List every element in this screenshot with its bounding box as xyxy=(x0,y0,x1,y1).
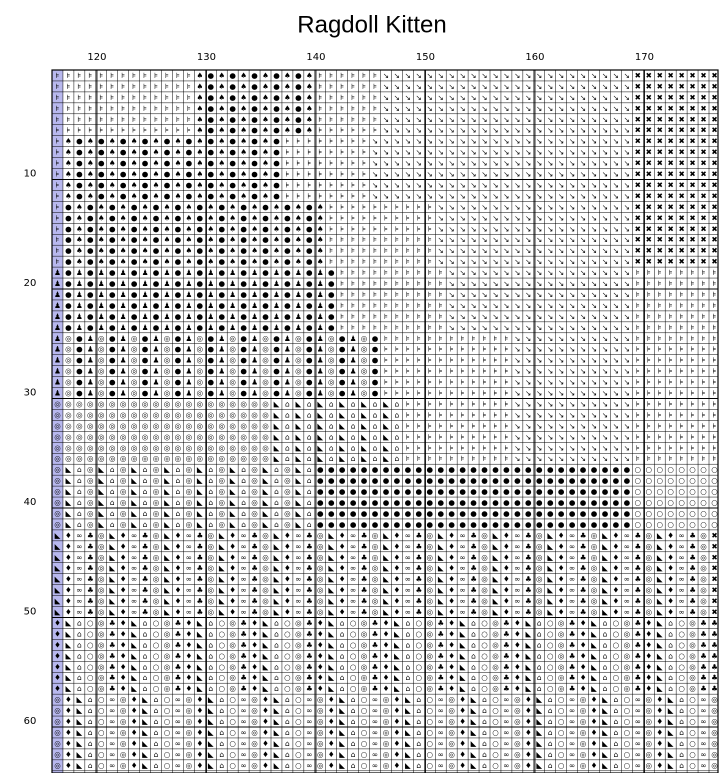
cell-row: ⊧♠●♠●♠●♠●♠●♠●♠●♠●♠●♠●⊧⊧⊧⊧⊧⊧⊧⊧↘↘↘↘↘↘↘↘↘↘↘… xyxy=(56,148,718,157)
cell-row: ⊧●♠●♠●♠●♠●♠●♠●♠●♠●♠●♠●♠●♠⊧⊧⊧⊧⊧⊧⊧⊧⊧⊧↘↘↘↘↘… xyxy=(56,235,718,244)
cell-row: ♦◣⌂○◎♣♦◣⌂○◎♣♦◣⌂○◎♣♦◣⌂○◎♣♦◣⌂○◎♣♦◣⌂○◎♣♦◣⌂○… xyxy=(54,684,718,693)
cell-row: ◣♦∞♣◎◣♦∞♣◎◣♦∞♣◎◣♦∞♣◎◣♦∞♣◎◣♦∞♣◎◣♦∞♣◎◣♦∞♣◎… xyxy=(55,542,718,551)
cell-row: ◎◣⌂◎◣⌂◎◣⌂◎◣⌂◎◣⌂◎◣⌂◎◣⌂◎◣⌂●●●●●●●●●●●●●●●●… xyxy=(54,465,718,474)
cell-row: ◎♦◣⌂○∞◎♦◣⌂○∞◎♦◣⌂○∞◎♦◣⌂○∞◎♦◣⌂○∞◎♦◣⌂○∞◎♦◣⌂… xyxy=(54,717,718,726)
cell-row: ⊧♠●♠●♠●♠●♠●♠●♠●♠●♠●♠●⊧⊧⊧⊧⊧⊧⊧⊧↘↘↘↘↘↘↘↘↘↘↘… xyxy=(56,180,718,189)
cell-row: ♟◎●♟◎●♟◎●♟◎●♟◎●♟◎●♟◎●♟◎●♟◎●♟◎●⊧⊧⊧⊧⊧⊧⊧⊧⊧⊧… xyxy=(54,367,716,376)
cell-row: ⊧●♠●♠●♠●♠●♠●♠●♠●♠●♠●♠●♠●♠⊧⊧⊧⊧⊧⊧⊧⊧⊧⊧↘↘↘↘↘… xyxy=(56,202,718,211)
cell-row: ⊧●♠●♠●♠●♠●♠●♠●♠●♠●♠●♠●♠●♠⊧⊧⊧⊧⊧⊧⊧⊧⊧⊧↘↘↘↘↘… xyxy=(56,213,718,222)
cell-row: ⊧●♠●♠●♠●♠●♠●♠●♠●♠●♠●♠●♠●♠⊧⊧⊧⊧⊧⊧⊧⊧⊧⊧↘↘↘↘↘… xyxy=(56,257,718,266)
cell-row: ♟◎●♟◎●♟◎●♟◎●♟◎●♟◎●♟◎●♟◎●♟◎●♟◎●⊧⊧⊧⊧⊧⊧⊧⊧⊧⊧… xyxy=(54,389,716,398)
grid-border xyxy=(51,69,719,773)
cell-row: ♟●♟●♟●♟●♟●♟●♟●♟●♟●♟●♟●♟●♟●⊧⊧⊧⊧⊧⊧⊧⊧⊧⊧↘↘↘↘… xyxy=(54,290,716,299)
cell-row: ◎◣⌂◎◣⌂◎◣⌂◎◣⌂◎◣⌂◎◣⌂◎◣⌂◎◣⌂●●●●●●●●●●●●●●●●… xyxy=(54,520,718,529)
column-label: 130 xyxy=(197,52,216,63)
cell-row: ◎◣⌂◎◣⌂◎◣⌂◎◣⌂◎◣⌂◎◣⌂◎◣⌂◎◣⌂●●●●●●●●●●●●●●●●… xyxy=(54,498,718,507)
cell-row: ◣♦∞♣◎◣♦∞♣◎◣♦∞♣◎◣♦∞♣◎◣♦∞♣◎◣♦∞♣◎◣♦∞♣◎◣♦∞♣◎… xyxy=(55,597,718,606)
cell-row: ♟●♟●♟●♟●♟●♟●♟●♟●♟●♟●♟●♟●♟●⊧⊧⊧⊧⊧⊧⊧⊧⊧⊧↘↘↘↘… xyxy=(54,301,716,310)
column-label: 160 xyxy=(525,52,544,63)
cell-row: ◎♦◣⌂○∞◎♦◣⌂○∞◎♦◣⌂○∞◎♦◣⌂○∞◎♦◣⌂○∞◎♦◣⌂○∞◎♦◣⌂… xyxy=(54,739,718,748)
row-label: 20 xyxy=(24,278,37,289)
title: Ragdoll Kitten xyxy=(297,11,446,38)
cell-row: ⊧⊧⊧⊧⊧⊧⊧⊧⊧⊧⊧⊧⊧♠●♠●♠●♠●♠●♠⊧⊧⊧⊧⊧⊧↘↘↘↘↘↘↘↘↘↘… xyxy=(56,82,718,91)
cell-row: ◎◣⌂◎◣⌂◎◣⌂◎◣⌂◎◣⌂◎◣⌂◎◣⌂◎◣⌂●●●●●●●●●●●●●●●●… xyxy=(54,487,718,496)
cell-row: ◎◣⌂◎◣⌂◎◣⌂◎◣⌂◎◣⌂◎◣⌂◎◣⌂◎◣⌂●●●●●●●●●●●●●●●●… xyxy=(54,509,718,518)
cell-row: ⊧♠●♠●♠●♠●♠●♠●♠●♠●♠●♠●⊧⊧⊧⊧⊧⊧⊧⊧↘↘↘↘↘↘↘↘↘↘↘… xyxy=(56,191,718,200)
cell-row: ♟◎●♟◎●♟◎●♟◎●♟◎●♟◎●♟◎●♟◎●♟◎●♟◎●⊧⊧⊧⊧⊧⊧⊧⊧⊧⊧… xyxy=(54,378,716,387)
cell-row: ⊧⊧⊧⊧⊧⊧⊧⊧⊧⊧⊧⊧⊧♠●♠●♠●♠●♠●♠⊧⊧⊧⊧⊧⊧↘↘↘↘↘↘↘↘↘↘… xyxy=(56,104,718,113)
column-label: 140 xyxy=(306,52,325,63)
cell-row: ♟●♟●♟●♟●♟●♟●♟●♟●♟●♟●♟●♟●♟●⊧⊧⊧⊧⊧⊧⊧⊧⊧⊧↘↘↘↘… xyxy=(54,323,716,332)
cell-row: ◎◎◎◎◎◎◎◎◎◎◎◎◎◎◎◎◎◎◎◎◣⌂◣⌂◣⌂◣⌂◣⌂◣⌂⊧⊧⊧⊧⊧⊧⊧⊧… xyxy=(54,399,716,408)
cell-row: ◣♦∞♣◎◣♦∞♣◎◣♦∞♣◎◣♦∞♣◎◣♦∞♣◎◣♦∞♣◎◣♦∞♣◎◣♦∞♣◎… xyxy=(55,586,718,595)
cell-row: ⊧♠●♠●♠●♠●♠●♠●♠●♠●♠●♠●⊧⊧⊧⊧⊧⊧⊧⊧↘↘↘↘↘↘↘↘↘↘↘… xyxy=(56,137,718,146)
cell-row: ◎♦◣⌂○∞◎♦◣⌂○∞◎♦◣⌂○∞◎♦◣⌂○∞◎♦◣⌂○∞◎♦◣⌂○∞◎♦◣⌂… xyxy=(54,761,718,770)
cell-row: ♦◣⌂○◎♣♦◣⌂○◎♣♦◣⌂○◎♣♦◣⌂○◎♣♦◣⌂○◎♣♦◣⌂○◎♣♦◣⌂○… xyxy=(54,618,718,627)
column-label: 170 xyxy=(635,52,654,63)
cell-row: ⊧⊧⊧⊧⊧⊧⊧⊧⊧⊧⊧⊧⊧♠●♠●♠●♠●♠●♠⊧⊧⊧⊧⊧⊧↘↘↘↘↘↘↘↘↘↘… xyxy=(56,93,718,102)
cell-row: ◎♦◣⌂○∞◎♦◣⌂○∞◎♦◣⌂○∞◎♦◣⌂○∞◎♦◣⌂○∞◎♦◣⌂○∞◎♦◣⌂… xyxy=(54,728,718,737)
cell-row: ◎◎◎◎◎◎◎◎◎◎◎◎◎◎◎◎◎◎◎◎◣⌂◣⌂◣⌂◣⌂◣⌂◣⌂⊧⊧⊧⊧⊧⊧⊧⊧… xyxy=(54,410,716,419)
cell-row: ◎◎◎◎◎◎◎◎◎◎◎◎◎◎◎◎◎◎◎◎◣⌂◣⌂◣⌂◣⌂◣⌂◣⌂⊧⊧⊧⊧⊧⊧⊧⊧… xyxy=(54,421,716,430)
cell-row: ⊧♠●♠●♠●♠●♠●♠●♠●♠●♠●♠●⊧⊧⊧⊧⊧⊧⊧⊧↘↘↘↘↘↘↘↘↘↘↘… xyxy=(56,159,718,168)
cell-row: ⊧⊧⊧⊧⊧⊧⊧⊧⊧⊧⊧⊧⊧♠●♠●♠●♠●♠●♠⊧⊧⊧⊧⊧⊧↘↘↘↘↘↘↘↘↘↘… xyxy=(56,126,718,135)
row-label: 50 xyxy=(24,607,37,618)
cell-row: ♟◎●♟◎●♟◎●♟◎●♟◎●♟◎●♟◎●♟◎●♟◎●♟◎●⊧⊧⊧⊧⊧⊧⊧⊧⊧⊧… xyxy=(54,356,716,365)
cell-row: ◎◎◎◎◎◎◎◎◎◎◎◎◎◎◎◎◎◎◎◎◣⌂◣⌂◣⌂◣⌂◣⌂◣⌂⊧⊧⊧⊧⊧⊧⊧⊧… xyxy=(54,454,716,463)
cell-row: ♦◣⌂○◎♣♦◣⌂○◎♣♦◣⌂○◎♣♦◣⌂○◎♣♦◣⌂○◎♣♦◣⌂○◎♣♦◣⌂○… xyxy=(54,640,718,649)
row-label: 30 xyxy=(24,388,37,399)
cell-row: ♟◎●♟◎●♟◎●♟◎●♟◎●♟◎●♟◎●♟◎●♟◎●♟◎●⊧⊧⊧⊧⊧⊧⊧⊧⊧⊧… xyxy=(54,334,716,343)
cell-row: ◣♦∞♣◎◣♦∞♣◎◣♦∞♣◎◣♦∞♣◎◣♦∞♣◎◣♦∞♣◎◣♦∞♣◎◣♦∞♣◎… xyxy=(55,575,718,584)
cell-row: ◎◎◎◎◎◎◎◎◎◎◎◎◎◎◎◎◎◎◎◎◣⌂◣⌂◣⌂◣⌂◣⌂◣⌂⊧⊧⊧⊧⊧⊧⊧⊧… xyxy=(54,443,716,452)
cell-row: ◣♦∞♣◎◣♦∞♣◎◣♦∞♣◎◣♦∞♣◎◣♦∞♣◎◣♦∞♣◎◣♦∞♣◎◣♦∞♣◎… xyxy=(55,608,718,617)
cell-row: ◣♦∞♣◎◣♦∞♣◎◣♦∞♣◎◣♦∞♣◎◣♦∞♣◎◣♦∞♣◎◣♦∞♣◎◣♦∞♣◎… xyxy=(55,553,718,562)
cell-row: ⊧●♠●♠●♠●♠●♠●♠●♠●♠●♠●♠●♠●♠⊧⊧⊧⊧⊧⊧⊧⊧⊧⊧↘↘↘↘↘… xyxy=(56,246,718,255)
cell-row: ⊧●♠●♠●♠●♠●♠●♠●♠●♠●♠●♠●♠●♠⊧⊧⊧⊧⊧⊧⊧⊧⊧⊧↘↘↘↘↘… xyxy=(56,224,718,233)
cell-row: ◎♦◣⌂○∞◎♦◣⌂○∞◎♦◣⌂○∞◎♦◣⌂○∞◎♦◣⌂○∞◎♦◣⌂○∞◎♦◣⌂… xyxy=(54,706,718,715)
cell-row: ♦◣⌂○◎♣♦◣⌂○◎♣♦◣⌂○◎♣♦◣⌂○◎♣♦◣⌂○◎♣♦◣⌂○◎♣♦◣⌂○… xyxy=(54,629,718,638)
cell-row: ⊧⊧⊧⊧⊧⊧⊧⊧⊧⊧⊧⊧⊧♠●♠●♠●♠●♠●♠⊧⊧⊧⊧⊧⊧↘↘↘↘↘↘↘↘↘↘… xyxy=(56,115,718,124)
cell-row: ◣♦∞♣◎◣♦∞♣◎◣♦∞♣◎◣♦∞♣◎◣♦∞♣◎◣♦∞♣◎◣♦∞♣◎◣♦∞♣◎… xyxy=(55,564,718,573)
cell-row: ♟●♟●♟●♟●♟●♟●♟●♟●♟●♟●♟●♟●♟●⊧⊧⊧⊧⊧⊧⊧⊧⊧⊧↘↘↘↘… xyxy=(54,279,716,288)
cell-row: ♦◣⌂○◎♣♦◣⌂○◎♣♦◣⌂○◎♣♦◣⌂○◎♣♦◣⌂○◎♣♦◣⌂○◎♣♦◣⌂○… xyxy=(54,673,718,682)
cell-row: ◎◎◎◎◎◎◎◎◎◎◎◎◎◎◎◎◎◎◎◎◣⌂◣⌂◣⌂◣⌂◣⌂◣⌂⊧⊧⊧⊧⊧⊧⊧⊧… xyxy=(54,432,716,441)
cell-row: ♟●♟●♟●♟●♟●♟●♟●♟●♟●♟●♟●♟●♟●⊧⊧⊧⊧⊧⊧⊧⊧⊧⊧↘↘↘↘… xyxy=(54,268,716,277)
highlight-column xyxy=(52,70,63,773)
cell-row: ◎♦◣⌂○∞◎♦◣⌂○∞◎♦◣⌂○∞◎♦◣⌂○∞◎♦◣⌂○∞◎♦◣⌂○∞◎♦◣⌂… xyxy=(54,750,718,759)
cell-row: ⊧♠●♠●♠●♠●♠●♠●♠●♠●♠●♠●⊧⊧⊧⊧⊧⊧⊧⊧↘↘↘↘↘↘↘↘↘↘↘… xyxy=(56,170,718,179)
cell-row: ⊧⊧⊧⊧⊧⊧⊧⊧⊧⊧⊧⊧⊧♠●♠●♠●♠●♠●♠⊧⊧⊧⊧⊧⊧↘↘↘↘↘↘↘↘↘↘… xyxy=(56,71,718,80)
cell-row: ♦◣⌂○◎♣♦◣⌂○◎♣♦◣⌂○◎♣♦◣⌂○◎♣♦◣⌂○◎♣♦◣⌂○◎♣♦◣⌂○… xyxy=(54,662,718,671)
row-label: 60 xyxy=(24,716,37,727)
column-label: 150 xyxy=(416,52,435,63)
cell-row: ◎◣⌂◎◣⌂◎◣⌂◎◣⌂◎◣⌂◎◣⌂◎◣⌂◎◣⌂●●●●●●●●●●●●●●●●… xyxy=(54,476,718,485)
cell-row: ♟◎●♟◎●♟◎●♟◎●♟◎●♟◎●♟◎●♟◎●♟◎●♟◎●⊧⊧⊧⊧⊧⊧⊧⊧⊧⊧… xyxy=(54,345,716,354)
column-label: 120 xyxy=(87,52,106,63)
row-label: 10 xyxy=(24,169,37,180)
row-label: 40 xyxy=(24,497,37,508)
cell-row: ◎♦◣⌂○∞◎♦◣⌂○∞◎♦◣⌂○∞◎♦◣⌂○∞◎♦◣⌂○∞◎♦◣⌂○∞◎♦◣⌂… xyxy=(54,695,718,704)
cell-row: ♟●♟●♟●♟●♟●♟●♟●♟●♟●♟●♟●♟●♟●⊧⊧⊧⊧⊧⊧⊧⊧⊧⊧↘↘↘↘… xyxy=(54,312,716,321)
grid: ⊧⊧⊧⊧⊧⊧⊧⊧⊧⊧⊧⊧⊧♠●♠●♠●♠●♠●♠⊧⊧⊧⊧⊧⊧↘↘↘↘↘↘↘↘↘↘… xyxy=(52,70,718,773)
cell-row: ♦◣⌂○◎♣♦◣⌂○◎♣♦◣⌂○◎♣♦◣⌂○◎♣♦◣⌂○◎♣♦◣⌂○◎♣♦◣⌂○… xyxy=(54,651,718,660)
cell-row: ◣♦∞♣◎◣♦∞♣◎◣♦∞♣◎◣♦∞♣◎◣♦∞♣◎◣♦∞♣◎◣♦∞♣◎◣♦∞♣◎… xyxy=(55,531,718,540)
